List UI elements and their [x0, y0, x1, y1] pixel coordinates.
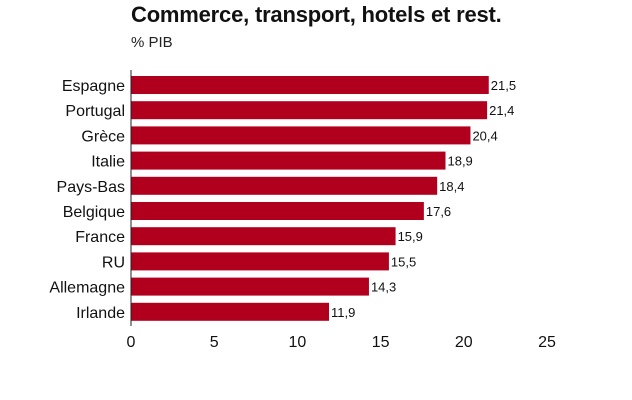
value-label: 17,6: [426, 204, 451, 219]
value-label: 21,4: [489, 103, 514, 118]
bar: [131, 76, 489, 94]
category-label: France: [75, 229, 125, 246]
x-tick-label: 0: [127, 334, 136, 351]
value-label: 14,3: [371, 280, 396, 295]
category-label: Espagne: [62, 78, 125, 95]
category-label: Pays-Bas: [57, 179, 125, 196]
bar: [131, 277, 369, 296]
x-tick-label: 10: [289, 334, 307, 351]
value-label: 11,9: [331, 305, 355, 320]
category-label: RU: [102, 254, 125, 271]
chart-title: Commerce, transport, hotels et rest.: [131, 2, 502, 27]
bar: [131, 202, 424, 220]
bar: [131, 302, 330, 321]
x-tick-label: 5: [210, 334, 219, 351]
x-tick-label: 25: [538, 334, 556, 351]
category-label: Grèce: [81, 128, 125, 145]
chart-subtitle: % PIB: [131, 34, 173, 51]
value-label: 15,5: [391, 254, 416, 269]
value-label: 21,5: [491, 78, 516, 93]
category-label: Italie: [91, 154, 125, 171]
x-tick-label: 20: [455, 334, 473, 351]
bar: [131, 101, 488, 120]
bar: [131, 176, 438, 195]
value-label: 18,9: [447, 154, 472, 169]
x-tick-label: 15: [372, 334, 390, 351]
category-label: Irlande: [76, 305, 125, 322]
value-label: 20,4: [472, 128, 497, 143]
bar: [131, 227, 396, 246]
bar: [131, 151, 446, 170]
category-label: Allemagne: [49, 280, 125, 297]
bar: [131, 252, 389, 271]
value-label: 15,9: [398, 229, 423, 244]
category-label: Portugal: [65, 103, 125, 120]
value-label: 18,4: [439, 179, 464, 194]
category-label: Belgique: [63, 204, 125, 221]
bar: [131, 126, 471, 145]
